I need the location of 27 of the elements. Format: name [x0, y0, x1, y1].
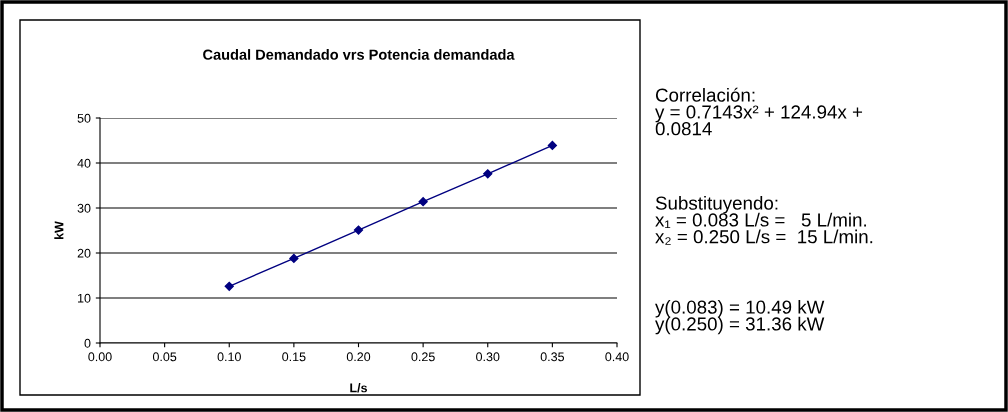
x-tick-label: 0.15	[282, 352, 306, 362]
x-tick-label: 0.05	[152, 352, 177, 362]
x-axis-title: L/s	[350, 383, 368, 393]
x-tick-label: 0.35	[540, 352, 565, 362]
y-tick-label: 0	[84, 338, 91, 348]
text: Substituyendo: x₁ = 0.083 L/s = 5 L/min. x₂ = 0.250 L/s = 15 L/min.	[655, 196, 873, 245]
y-tick-label: 10	[78, 293, 91, 303]
point	[547, 140, 557, 151]
x-tick-label: 0.30	[476, 352, 500, 362]
point	[353, 225, 364, 235]
y-tick-label: 50	[77, 113, 91, 123]
y-tick-label: 30	[77, 203, 91, 213]
y-axis-title: kW	[54, 221, 64, 239]
text: y(0.083) = 10.49 kW y(0.250) = 31.36 kW	[655, 300, 825, 335]
point	[224, 281, 234, 291]
point	[483, 169, 493, 179]
point	[289, 253, 299, 264]
x-tick-label: 0.00	[88, 352, 112, 362]
y-tick-label: 40	[77, 158, 91, 168]
x-tick-label: 0.40	[605, 352, 629, 362]
point	[418, 197, 428, 207]
x-tick-label: 0.10	[217, 352, 241, 362]
x-tick-label: 0.25	[411, 352, 435, 362]
text: Correlación: y = 0.7143x² + 124.94x + 0.0814	[655, 87, 863, 136]
y-tick-label: 20	[77, 248, 91, 258]
x-tick-label: 0.20	[346, 352, 371, 362]
chart-title: Caudal Demandado vrs Potencia demandada	[203, 49, 515, 60]
